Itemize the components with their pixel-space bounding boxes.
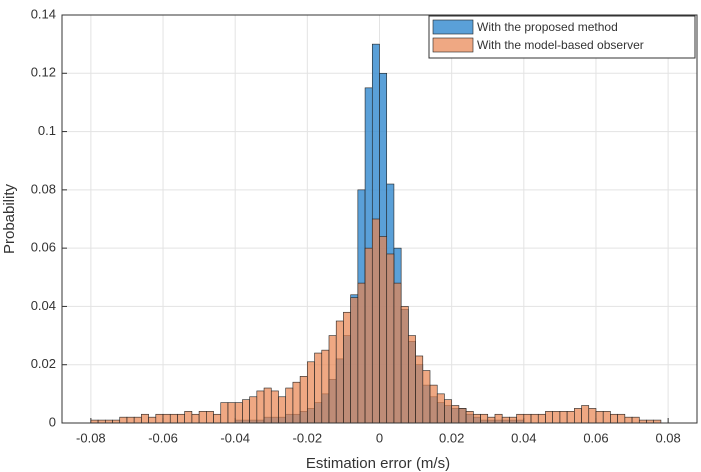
- histogram-bar: [321, 349, 330, 424]
- histogram-bar: [191, 413, 200, 424]
- legend-box: [428, 15, 696, 59]
- histogram-bar: [357, 282, 366, 424]
- histogram-bar: [480, 413, 489, 424]
- histogram-bar: [523, 413, 532, 424]
- histogram-bar: [169, 413, 178, 424]
- x-tick-label: -0.04: [220, 430, 250, 445]
- x-tick-label: 0.02: [439, 430, 464, 445]
- histogram-bar: [119, 416, 128, 424]
- histogram-bar: [494, 413, 503, 424]
- histogram-bar: [624, 416, 633, 424]
- histogram-bar: [393, 282, 402, 424]
- histogram-bar: [473, 413, 481, 424]
- histogram-bar: [371, 218, 380, 424]
- histogram-bar: [574, 408, 582, 424]
- histogram-bar: [602, 411, 611, 424]
- histogram-bar: [617, 413, 626, 424]
- histogram-bar: [566, 411, 575, 424]
- histogram-bar: [148, 416, 157, 424]
- histogram-bar: [234, 402, 243, 424]
- histogram-bar: [458, 408, 467, 424]
- x-tick-label: 0: [376, 430, 383, 445]
- histogram-bar: [545, 411, 553, 424]
- histogram-bar: [537, 413, 546, 424]
- histogram-bar: [126, 416, 135, 424]
- histogram-bar: [444, 399, 452, 424]
- histogram-bar: [530, 413, 539, 424]
- histogram-bar: [631, 416, 640, 424]
- histogram-bar: [451, 405, 460, 424]
- histogram-bar: [206, 411, 214, 424]
- histogram-bar: [400, 306, 409, 424]
- y-tick-label: 0.08: [31, 181, 56, 196]
- x-tick-label: -0.06: [148, 430, 178, 445]
- histogram-bar: [184, 411, 193, 424]
- histogram-bar: [256, 390, 265, 424]
- histogram-bar: [552, 411, 561, 424]
- histogram-bar: [299, 376, 308, 424]
- histogram-bar: [588, 408, 597, 424]
- histogram-bar: [242, 399, 250, 424]
- y-tick-label: 0.12: [31, 65, 56, 80]
- histogram-bar: [429, 384, 438, 424]
- x-axis-label: Estimation error (m/s): [306, 455, 450, 472]
- legend-label: With the proposed method: [477, 20, 618, 34]
- y-tick-label: 0.04: [31, 298, 56, 313]
- histogram-bar: [559, 411, 568, 424]
- histogram-bar: [285, 387, 294, 424]
- histogram-bar: [177, 413, 185, 424]
- histogram-bar: [501, 416, 510, 424]
- histogram-bar: [516, 413, 525, 424]
- histogram-bar: [379, 236, 388, 424]
- y-tick-label: 0.02: [31, 356, 56, 371]
- histogram-bar: [415, 355, 424, 424]
- y-tick-label: 0.1: [38, 123, 56, 138]
- histogram-bar: [133, 416, 142, 424]
- histogram-bar: [162, 413, 171, 424]
- histogram-bar: [581, 405, 590, 424]
- histogram-bar: [263, 387, 272, 424]
- y-tick-label: 0: [49, 414, 56, 429]
- histogram-bar: [292, 381, 301, 424]
- histogram-bar: [249, 396, 258, 424]
- histogram-bar: [335, 320, 344, 424]
- legend-swatch: [432, 37, 474, 53]
- histogram-bar: [270, 390, 279, 424]
- histogram-bar: [141, 413, 149, 424]
- histogram-bar: [595, 411, 604, 424]
- x-tick-label: 0.04: [511, 430, 536, 445]
- histogram-bar: [610, 413, 618, 424]
- histogram-bar: [386, 253, 395, 424]
- y-axis-label: Probability: [1, 183, 18, 254]
- histogram-bar: [343, 311, 351, 424]
- legend-label: With the model-based observer: [477, 38, 644, 52]
- histogram-bar: [198, 411, 207, 424]
- histogram-bar: [422, 370, 431, 424]
- plot-frame: [61, 14, 698, 424]
- histogram-bar: [509, 416, 517, 424]
- x-tick-label: 0.06: [583, 430, 608, 445]
- histogram-bar: [350, 297, 359, 424]
- histogram-bar: [364, 247, 373, 424]
- histogram-bar: [487, 416, 496, 424]
- x-tick-label: -0.02: [293, 430, 323, 445]
- histogram-bar: [213, 413, 222, 424]
- histogram-bar: [307, 361, 315, 424]
- histogram-bar: [155, 413, 164, 424]
- histogram-bar: [227, 402, 236, 424]
- histogram-bar: [314, 352, 323, 424]
- y-tick-label: 0.06: [31, 240, 56, 255]
- x-tick-label: -0.08: [76, 430, 106, 445]
- histogram-bar: [278, 396, 286, 424]
- histogram-bar: [436, 393, 445, 424]
- histogram-bar: [328, 335, 337, 424]
- legend-swatch: [432, 19, 474, 35]
- x-tick-label: 0.08: [655, 430, 680, 445]
- histogram-bar: [465, 411, 474, 424]
- y-tick-label: 0.14: [31, 6, 56, 21]
- histogram-bar: [408, 335, 416, 424]
- histogram-bar: [220, 402, 229, 424]
